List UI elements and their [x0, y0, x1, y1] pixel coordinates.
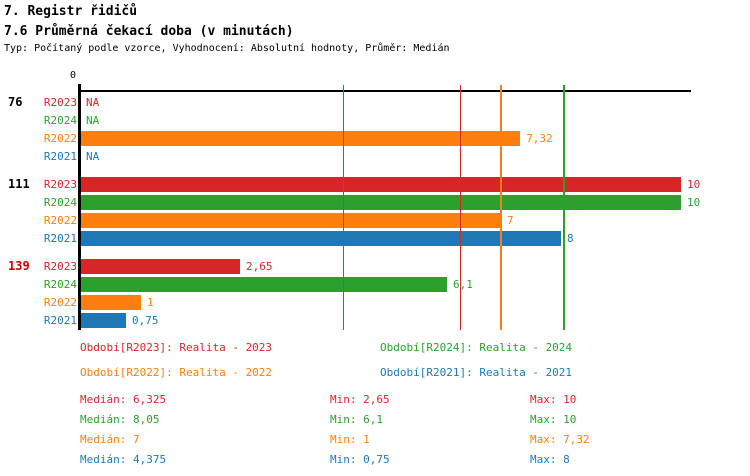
median-line-r2021	[342, 85, 344, 330]
bar-r2021	[81, 313, 126, 328]
bar-r2022	[81, 213, 501, 228]
median-line-r2024	[563, 85, 565, 330]
value-label-r2023: 10	[687, 178, 701, 191]
stat-min-r2021: Min: 0,75	[330, 453, 390, 466]
series-label-r2021: R2021	[43, 150, 77, 163]
stat-max-r2024: Max: 10	[530, 413, 577, 426]
bar-r2022	[81, 295, 141, 310]
x-axis-origin-tick-label: 0	[69, 70, 77, 81]
stat-max-r2021: Max: 8	[530, 453, 570, 466]
stat-min-r2024: Min: 6,1	[330, 413, 383, 426]
bar-r2022	[81, 131, 521, 146]
series-label-r2024: R2024	[43, 114, 77, 127]
chart-meta-line: Typ: Počítaný podle vzorce, Vyhodnocení:…	[4, 43, 450, 54]
value-na-r2023: NA	[86, 96, 100, 109]
stat-max-r2022: Max: 7,32	[530, 433, 590, 446]
value-label-r2021: 8	[567, 232, 574, 245]
series-label-r2024: R2024	[43, 278, 77, 291]
series-label-r2023: R2023	[43, 96, 77, 109]
stat-min-r2022: Min: 1	[330, 433, 370, 446]
group-label-111: 111	[8, 177, 30, 191]
value-label-r2023: 2,65	[246, 260, 273, 273]
series-label-r2022: R2022	[43, 214, 77, 227]
value-label-r2022: 7,32	[526, 132, 553, 145]
series-label-r2023: R2023	[43, 260, 77, 273]
value-label-r2022: 1	[147, 296, 154, 309]
series-label-r2022: R2022	[43, 296, 77, 309]
stat-max-r2023: Max: 10	[530, 393, 577, 406]
series-label-r2024: R2024	[43, 196, 77, 209]
series-label-r2022: R2022	[43, 132, 77, 145]
median-line-r2022	[500, 85, 502, 330]
value-na-r2024: NA	[86, 114, 100, 127]
stat-median-r2021: Medián: 4,375	[80, 453, 167, 466]
stat-median-r2024: Medián: 8,05	[80, 413, 160, 426]
bar-r2024	[81, 195, 681, 210]
chart-title: 7.6 Průměrná čekací doba (v minutách)	[4, 24, 294, 39]
bar-r2023	[81, 177, 681, 192]
value-label-r2024: 6,1	[453, 278, 473, 291]
group-label-76: 76	[8, 95, 23, 109]
stat-median-r2022: Medián: 7	[80, 433, 140, 446]
page-title: 7. Registr řidičů	[4, 4, 138, 19]
bar-r2021	[81, 231, 561, 246]
value-label-r2022: 7	[507, 214, 514, 227]
series-label-r2021: R2021	[43, 232, 77, 245]
group-label-139: 139	[8, 259, 30, 273]
legend-item-r2023: Období[R2023]: Realita - 2023	[80, 341, 273, 354]
stat-median-r2023: Medián: 6,325	[80, 393, 167, 406]
series-label-r2023: R2023	[43, 178, 77, 191]
bar-r2023	[81, 259, 240, 274]
legend-item-r2021: Období[R2021]: Realita - 2021	[380, 366, 573, 379]
value-label-r2024: 10	[687, 196, 701, 209]
stat-min-r2023: Min: 2,65	[330, 393, 390, 406]
legend-item-r2022: Období[R2022]: Realita - 2022	[80, 366, 273, 379]
legend-item-r2024: Období[R2024]: Realita - 2024	[380, 341, 573, 354]
y-axis-line	[78, 84, 81, 330]
series-label-r2021: R2021	[43, 314, 77, 327]
median-line-r2023	[459, 85, 461, 330]
value-na-r2021: NA	[86, 150, 100, 163]
bar-r2024	[81, 277, 447, 292]
x-axis-top-border	[78, 90, 691, 92]
value-label-r2021: 0,75	[132, 314, 159, 327]
